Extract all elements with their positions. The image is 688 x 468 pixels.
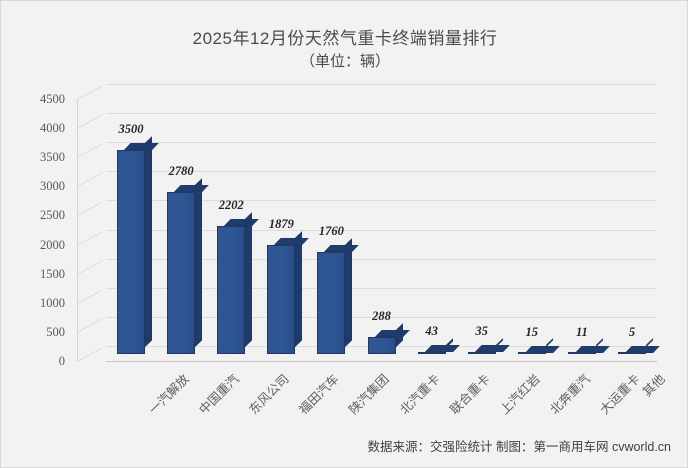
bar-top-face <box>274 237 310 245</box>
bar-front-face <box>517 352 546 354</box>
gridline <box>106 316 657 318</box>
bar-value-label: 288 <box>372 309 391 324</box>
bar[interactable]: 1879 <box>267 217 310 354</box>
bar-side-face <box>195 178 203 347</box>
bar-front-face <box>467 351 496 354</box>
x-axis-category-label: 大运重卡 <box>597 371 643 418</box>
bar-side-face <box>345 237 353 347</box>
gridline-depth-segment <box>76 289 103 304</box>
bar-top-face <box>324 244 360 252</box>
y-axis-line <box>77 99 78 361</box>
bar[interactable]: 2202 <box>217 198 259 354</box>
bar-side-face <box>295 230 303 347</box>
gridline-depth-segment <box>76 231 103 246</box>
chart-title: 2025年12月份天然气重卡终端销量排行 <box>192 29 498 48</box>
gridline <box>106 142 657 144</box>
gridline <box>106 229 657 231</box>
gridline-depth-segment <box>76 143 103 159</box>
bar[interactable]: 1760 <box>317 224 360 354</box>
x-axis-category-label: 陕汽集团 <box>346 371 393 418</box>
bar-top-face <box>624 345 660 353</box>
y-axis-tick-labels: 0 500 1000 1500 2000 2500 3000 3500 4000 4500 <box>17 93 65 368</box>
bar-front-face <box>617 352 646 354</box>
bar-top-face <box>574 345 610 353</box>
gridline <box>106 171 657 173</box>
bar-value-label: 15 <box>525 324 539 339</box>
bar-top-face <box>224 218 259 226</box>
y-axis-tick-label: 1500 <box>40 266 65 281</box>
x-axis-line <box>106 361 657 362</box>
bar-value-label: 5 <box>628 324 636 339</box>
x-axis-category-label: 联合重卡 <box>447 371 493 418</box>
bar-front-face <box>217 225 246 354</box>
bar[interactable]: 35 <box>467 324 510 354</box>
bar[interactable]: 15 <box>517 325 560 354</box>
y-axis-tick-label: 1000 <box>40 295 65 310</box>
gridline <box>106 113 657 115</box>
bar[interactable]: 5 <box>617 325 660 354</box>
bar-top-face <box>424 344 460 352</box>
x-axis-category-label: 北汽重卡 <box>396 371 443 418</box>
x-axis-category-label: 福田汽车 <box>296 371 343 418</box>
bar-top-face <box>124 143 159 151</box>
bar-value-label: 35 <box>475 323 488 338</box>
y-axis-tick-label: 0 <box>58 354 65 368</box>
bar[interactable]: 2780 <box>167 164 209 354</box>
x-axis-category-label: 中国重汽 <box>196 371 242 418</box>
bar-front-face <box>367 337 396 354</box>
x-axis-category-label: 一汽解放 <box>146 371 192 418</box>
gridline-depth-segment <box>76 318 103 333</box>
bar-top-face <box>474 344 510 352</box>
y-axis-tick-label: 3500 <box>40 150 65 165</box>
bar-front-face <box>567 352 596 354</box>
bar-value-label: 2780 <box>168 164 194 179</box>
bar-front-face <box>317 251 346 354</box>
y-axis-tick-label: 3000 <box>40 179 65 194</box>
bar-value-label: 43 <box>425 323 438 338</box>
gridline <box>106 200 657 202</box>
bar-value-label: 1879 <box>268 216 294 231</box>
gridline-depth-segment <box>76 201 103 217</box>
y-axis-tick-label: 500 <box>46 324 65 339</box>
y-axis-tick-label: 4500 <box>40 92 65 106</box>
gridline <box>106 84 657 85</box>
footer-source-note: 数据来源：交强险统计 制图：第一商用车网 cvworld.cn <box>367 440 672 454</box>
bar-front-face <box>117 150 146 354</box>
gridline-depth-segment <box>76 260 103 275</box>
bar-side-face <box>245 212 253 347</box>
bar-top-face <box>174 185 209 193</box>
y-axis-tick-label: 2000 <box>40 237 65 252</box>
bar-front-face <box>167 192 196 354</box>
bar-value-label: 11 <box>575 324 588 339</box>
bar[interactable]: 11 <box>567 325 610 354</box>
bar-value-label: 3500 <box>118 122 144 137</box>
chart-subtitle: （单位：辆） <box>299 53 390 70</box>
bar-front-face <box>417 351 446 354</box>
x-axis-category-labels: 一汽解放 中国重汽 东风公司 福田汽车 陕汽集团 北汽重卡 联合重卡 上汽红岩 北奔重汽 大运重卡… <box>77 363 668 427</box>
x-axis-category-label: 东风公司 <box>246 371 292 418</box>
bar-top-face <box>524 345 560 353</box>
bar-value-label: 2202 <box>218 197 244 212</box>
x-axis-category-label: 上汽红岩 <box>497 371 543 418</box>
gridline <box>106 258 657 260</box>
y-axis-tick-label: 4000 <box>40 121 65 136</box>
bar-top-face <box>374 330 410 338</box>
x-axis-category-label: 北奔重汽 <box>547 371 593 418</box>
bar-front-face <box>267 244 296 354</box>
bar[interactable]: 43 <box>417 324 460 354</box>
plot-area: 3500 2780 2202 1879 1760 288 43 35 15 11 5 <box>76 84 660 362</box>
gridline-depth-segment <box>76 347 103 362</box>
y-axis-tick-label: 2500 <box>40 208 65 223</box>
gridline-depth-segment <box>76 172 103 188</box>
bar[interactable]: 3500 <box>117 122 159 354</box>
bar-side-face <box>145 136 153 347</box>
gridline-depth-segment <box>76 114 103 130</box>
bar-side-face <box>395 323 403 347</box>
bar[interactable]: 288 <box>367 309 410 354</box>
gridline <box>106 287 657 289</box>
gridline-depth-segment <box>76 85 103 100</box>
x-axis-category-label: 其他 <box>640 371 668 400</box>
bar-value-label: 1760 <box>318 223 344 238</box>
